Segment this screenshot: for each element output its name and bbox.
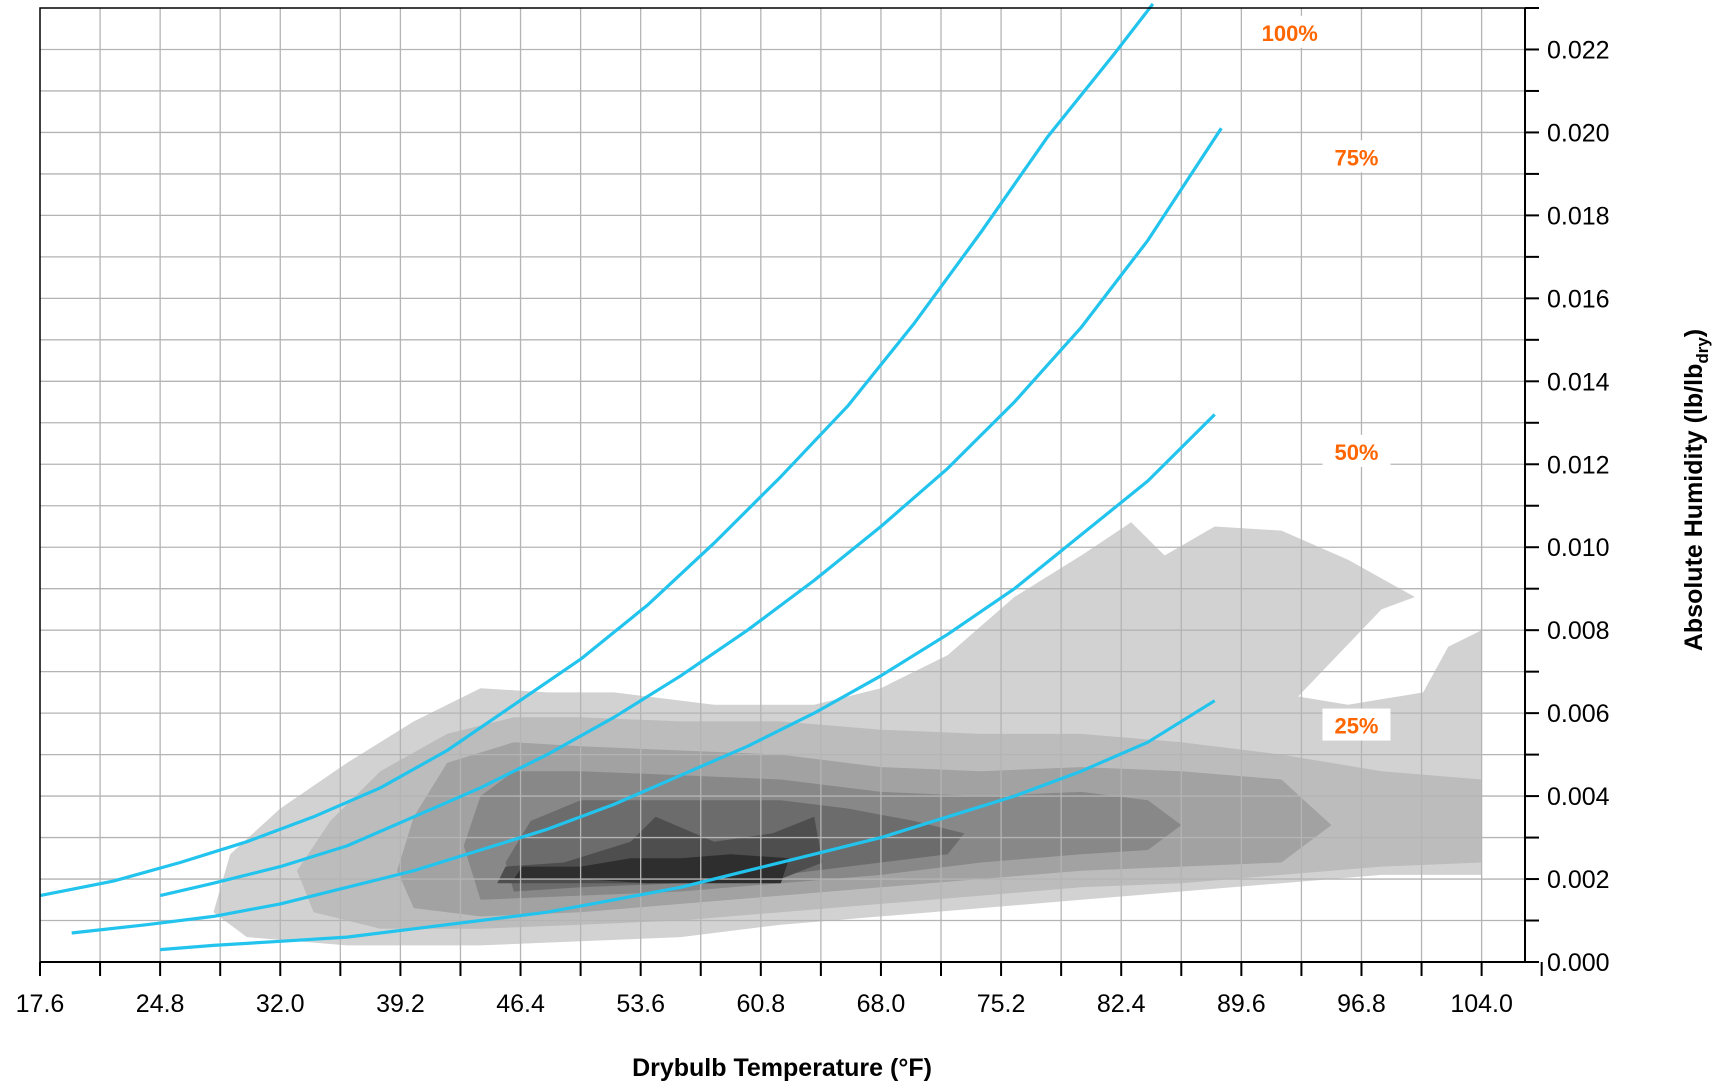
rh-label-bg-100-percent [1255, 15, 1324, 48]
y-tick-label: 0.004 [1547, 783, 1610, 811]
rh-curve-75-percent [159, 127, 1223, 898]
x-tick-label: 96.8 [1337, 990, 1386, 1018]
x-tick-label: 32.0 [256, 990, 305, 1018]
relative-humidity-curves [39, 2, 1223, 952]
rh-label-bg-50-percent [1322, 434, 1391, 467]
y-tick-label: 0.022 [1547, 36, 1610, 64]
y-tick-label: 0.018 [1547, 202, 1610, 230]
gridlines [40, 8, 1525, 962]
x-tick-label: 46.4 [496, 990, 545, 1018]
y-tick-labels: 0.000 0.002 0.004 0.006 0.008 0.010 0.012 0.014… [1547, 36, 1610, 977]
rh-label-50-percent: 50% [1334, 440, 1378, 465]
y-tick-label: 0.000 [1547, 949, 1610, 977]
y-tick-label: 0.002 [1547, 866, 1610, 894]
x-tick-label: 75.2 [977, 990, 1026, 1018]
y-tick-label: 0.008 [1547, 617, 1610, 645]
x-tick-label: 68.0 [857, 990, 906, 1018]
y-tick-label: 0.006 [1547, 700, 1610, 728]
x-tick-label: 39.2 [376, 990, 425, 1018]
rh-curve-50-percent [71, 413, 1216, 935]
x-tick-label: 89.6 [1217, 990, 1266, 1018]
x-tick-label: 53.6 [616, 990, 665, 1018]
rh-label-25-percent: 25% [1334, 714, 1378, 739]
x-tick-label: 104.0 [1450, 990, 1513, 1018]
y-tick-label: 0.010 [1547, 534, 1610, 562]
relative-humidity-labels: 100% 75% 50% 25% [1255, 15, 1391, 741]
x-tick-label: 82.4 [1097, 990, 1146, 1018]
x-axis-title: Drybulb Temperature (°F) [632, 1054, 932, 1082]
rh-label-100-percent: 100% [1262, 21, 1318, 46]
y-tick-label: 0.020 [1547, 119, 1610, 147]
x-tick-label: 60.8 [736, 990, 785, 1018]
rh-label-bg-25-percent [1322, 708, 1391, 741]
rh-label-75-percent: 75% [1334, 145, 1378, 170]
y-axis-title-subscript: dry [1693, 337, 1712, 364]
axes [39, 7, 1543, 976]
x-tick-label: 17.6 [16, 990, 65, 1018]
y-axis-title-main: Absolute Humidity (lb/lb [1680, 364, 1708, 652]
rh-curve-100-percent [39, 2, 1155, 898]
density-contours [213, 522, 1482, 946]
rh-label-bg-75-percent [1322, 140, 1391, 173]
y-tick-label: 0.016 [1547, 285, 1610, 313]
y-tick-label: 0.012 [1547, 451, 1610, 479]
y-tick-label: 0.014 [1547, 368, 1610, 396]
x-tick-label: 24.8 [136, 990, 185, 1018]
y-axis-title-close: ) [1680, 329, 1708, 337]
y-axis-title: Absolute Humidity (lb/lbdry) [1680, 329, 1712, 651]
rh-curve-25-percent [159, 699, 1216, 952]
x-tick-labels: 17.6 24.8 32.0 39.2 46.4 53.6 60.8 68.0 75.2 82.4… [16, 990, 1513, 1018]
